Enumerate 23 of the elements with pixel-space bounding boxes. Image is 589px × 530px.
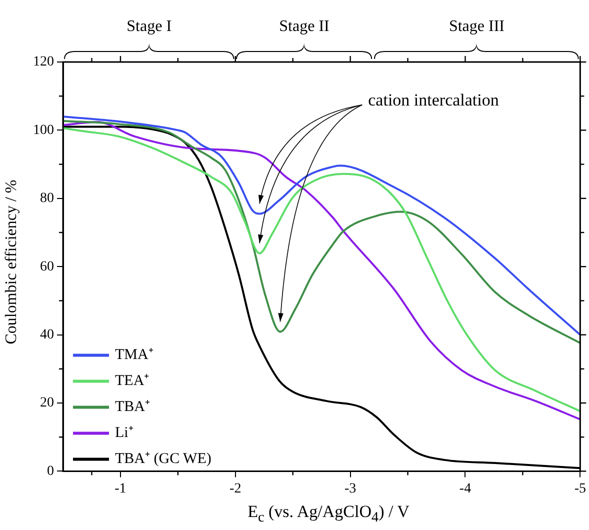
y-tick-label: 0 xyxy=(47,464,54,479)
legend-label: TBA⁺ (GC WE) xyxy=(115,451,212,468)
annotation: cation intercalation xyxy=(368,90,500,110)
legend-label: TBA⁺ xyxy=(115,399,150,416)
x-tick-label: -5 xyxy=(574,481,586,496)
x-tick-label: -4 xyxy=(459,481,472,496)
y-tick-label: 120 xyxy=(33,54,54,70)
x-tick-label: -3 xyxy=(344,481,356,496)
x-axis-title: E$_{c}$ (vs. Ag/AgClO$_{4}$) / V xyxy=(246,502,410,526)
text: Stage I xyxy=(126,18,173,36)
y-tick-label: 60 xyxy=(40,259,54,274)
text: Stage III xyxy=(448,18,506,36)
legend-label: TMA⁺ xyxy=(115,347,154,364)
legend-label: Li⁺ xyxy=(115,425,134,442)
y-tick-label: 100 xyxy=(33,122,54,138)
x-tick-label: -1 xyxy=(114,481,126,496)
y-axis-title: Coulombic efficiency / % xyxy=(3,178,21,346)
y-tick-label: 80 xyxy=(40,191,54,206)
y-tick-label: 40 xyxy=(40,327,54,342)
legend-label: TEA⁺ xyxy=(115,373,150,390)
x-tick-label: -2 xyxy=(230,481,242,496)
text: Stage II xyxy=(278,18,330,36)
y-tick-label: 20 xyxy=(40,396,54,411)
